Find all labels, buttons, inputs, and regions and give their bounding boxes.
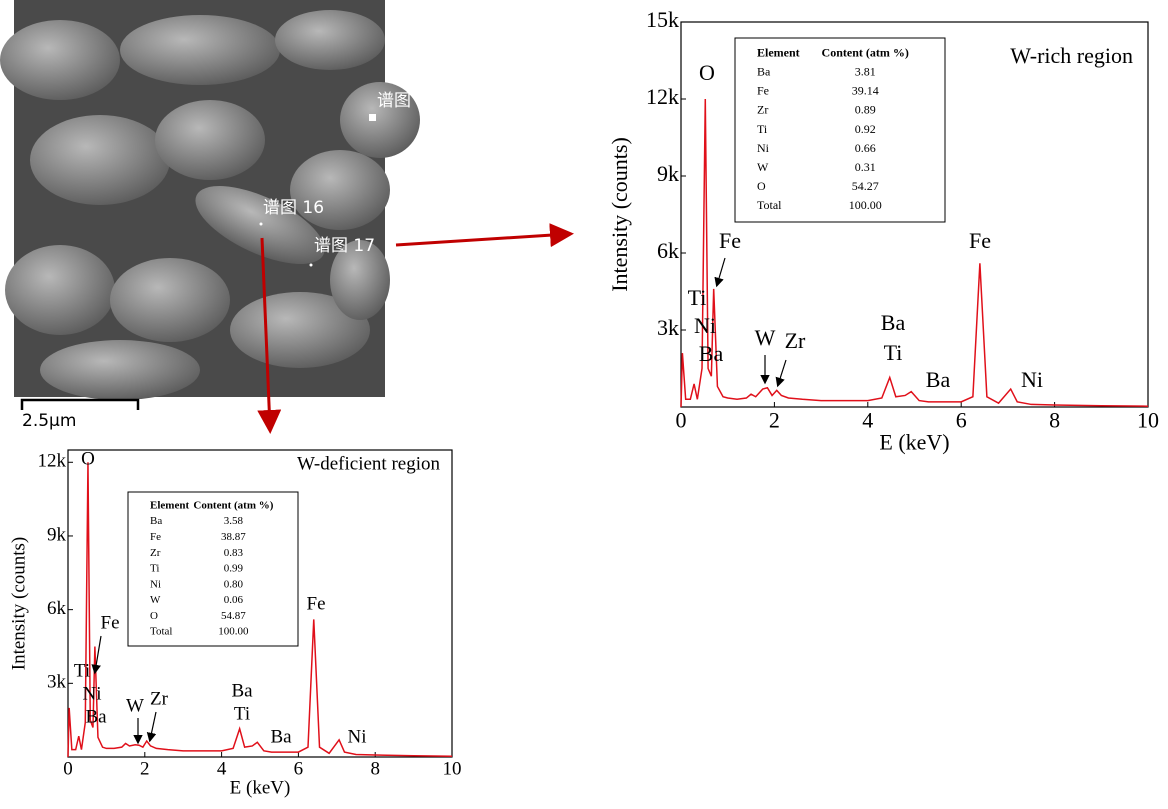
- peak-label: Fe: [101, 612, 120, 633]
- peak-label: W: [126, 695, 144, 716]
- y-tick-label: 3k: [657, 315, 679, 340]
- peak-label: Ti: [74, 660, 90, 681]
- peak-arrow: [95, 636, 101, 672]
- table-cell: Ti: [150, 563, 159, 575]
- peak-label: O: [699, 60, 715, 85]
- table-cell: Total: [150, 626, 172, 638]
- peak-label: Ba: [881, 310, 906, 335]
- x-axis-label: E (keV): [230, 778, 291, 799]
- peak-arrow: [778, 360, 786, 385]
- x-tick-label: 8: [370, 759, 380, 780]
- table-cell: Ni: [757, 141, 770, 155]
- x-tick-label: 6: [294, 759, 304, 780]
- table-cell: W: [150, 594, 161, 606]
- peak-label: Fe: [969, 228, 991, 253]
- table-cell: 0.06: [224, 594, 244, 606]
- peak-label: Fe: [307, 593, 326, 614]
- peak-label: Ni: [1021, 367, 1043, 392]
- table-cell: 3.81: [855, 64, 876, 78]
- table-cell: 0.92: [855, 122, 876, 136]
- x-tick-label: 10: [443, 759, 462, 780]
- table-cell: 0.31: [855, 160, 876, 174]
- peak-label: Fe: [719, 228, 741, 253]
- x-tick-label: 10: [1137, 407, 1159, 432]
- table-cell: W: [757, 160, 769, 174]
- y-tick-label: 12k: [646, 84, 679, 109]
- table-cell: 3.58: [224, 515, 244, 527]
- table-cell: O: [757, 179, 766, 193]
- peak-label: Ba: [231, 680, 253, 701]
- scale-label: 2.5μm: [22, 411, 76, 431]
- y-tick-label: 9k: [657, 161, 679, 186]
- y-tick-label: 3k: [47, 672, 67, 693]
- table-cell: Ti: [757, 122, 768, 136]
- table-cell: O: [150, 610, 158, 622]
- x-tick-label: 2: [769, 407, 780, 432]
- table-cell: 54.87: [221, 610, 246, 622]
- figure: 谱图 15 谱图 16 谱图 17 2.5μm 0 2 4 6 8 10 3k 6k 9k 12k…: [0, 0, 1168, 809]
- peak-label: Ni: [694, 313, 716, 338]
- peak-label: O: [81, 448, 95, 469]
- table-cell: Zr: [150, 547, 161, 559]
- x-tick-label: 4: [862, 407, 873, 432]
- peak-label: Zr: [150, 688, 169, 709]
- x-tick-label: 2: [140, 759, 150, 780]
- table-cell: 100.00: [218, 626, 249, 638]
- spot-label: 谱图 15: [377, 91, 438, 111]
- peak-label: W: [755, 325, 776, 350]
- table-cell: Ba: [150, 515, 162, 527]
- table-cell: 38.87: [221, 531, 246, 543]
- y-tick-label: 12k: [38, 451, 67, 472]
- peak-label: Ba: [926, 367, 951, 392]
- peak-arrow: [717, 258, 725, 285]
- y-tick-label: 9k: [47, 524, 67, 545]
- table-cell: 39.14: [852, 84, 879, 98]
- spot-label: 谱图 16: [263, 198, 324, 218]
- table-cell: 0.89: [855, 103, 876, 117]
- table-cell: 100.00: [849, 198, 882, 212]
- table-cell: Ni: [150, 578, 161, 590]
- peak-label: Zr: [785, 328, 806, 353]
- x-tick-label: 6: [956, 407, 967, 432]
- y-axis-label: Intensity (counts): [8, 537, 29, 671]
- table-cell: Ba: [757, 64, 771, 78]
- table-cell: Fe: [757, 84, 769, 98]
- table-cell: 54.27: [852, 179, 879, 193]
- peak-label: Ti: [234, 703, 250, 724]
- table-header: Content (atm %): [822, 45, 909, 59]
- peak-label: Ti: [688, 285, 707, 310]
- scale-bar: [22, 400, 138, 410]
- table-cell: 0.66: [855, 141, 876, 155]
- chart-title: W-rich region: [1010, 43, 1133, 68]
- table-cell: 0.99: [224, 563, 244, 575]
- y-axis-label: Intensity (counts): [607, 137, 632, 292]
- table-cell: Zr: [757, 103, 768, 117]
- table-cell: 0.83: [224, 547, 244, 559]
- table-cell: Fe: [150, 531, 161, 543]
- y-tick-label: 6k: [657, 238, 679, 263]
- y-tick-label: 15k: [646, 7, 679, 32]
- x-axis-label: E (keV): [879, 429, 949, 454]
- x-tick-label: 4: [217, 759, 227, 780]
- spot-label: 谱图 17: [314, 236, 375, 256]
- y-tick-label: 6k: [47, 598, 67, 619]
- peak-label: Ni: [83, 683, 102, 704]
- x-tick-label: 8: [1049, 407, 1060, 432]
- x-tick-label: 0: [63, 759, 73, 780]
- peak-label: Ba: [699, 341, 724, 366]
- peak-arrow: [150, 712, 156, 740]
- table-cell: 0.80: [224, 578, 244, 590]
- table-cell: Total: [757, 198, 782, 212]
- table-header: Content (atm %): [193, 499, 273, 511]
- peak-label: Ba: [85, 706, 107, 727]
- table-header: Element: [757, 45, 800, 59]
- sem-image: 谱图 15 谱图 16 谱图 17 2.5μm: [0, 0, 438, 431]
- table-header: Element: [150, 499, 189, 511]
- chart-title: W-deficient region: [297, 453, 440, 474]
- peak-label: Ti: [884, 340, 903, 365]
- x-tick-label: 0: [676, 407, 687, 432]
- peak-label: Ni: [348, 726, 367, 747]
- peak-label: Ba: [270, 726, 292, 747]
